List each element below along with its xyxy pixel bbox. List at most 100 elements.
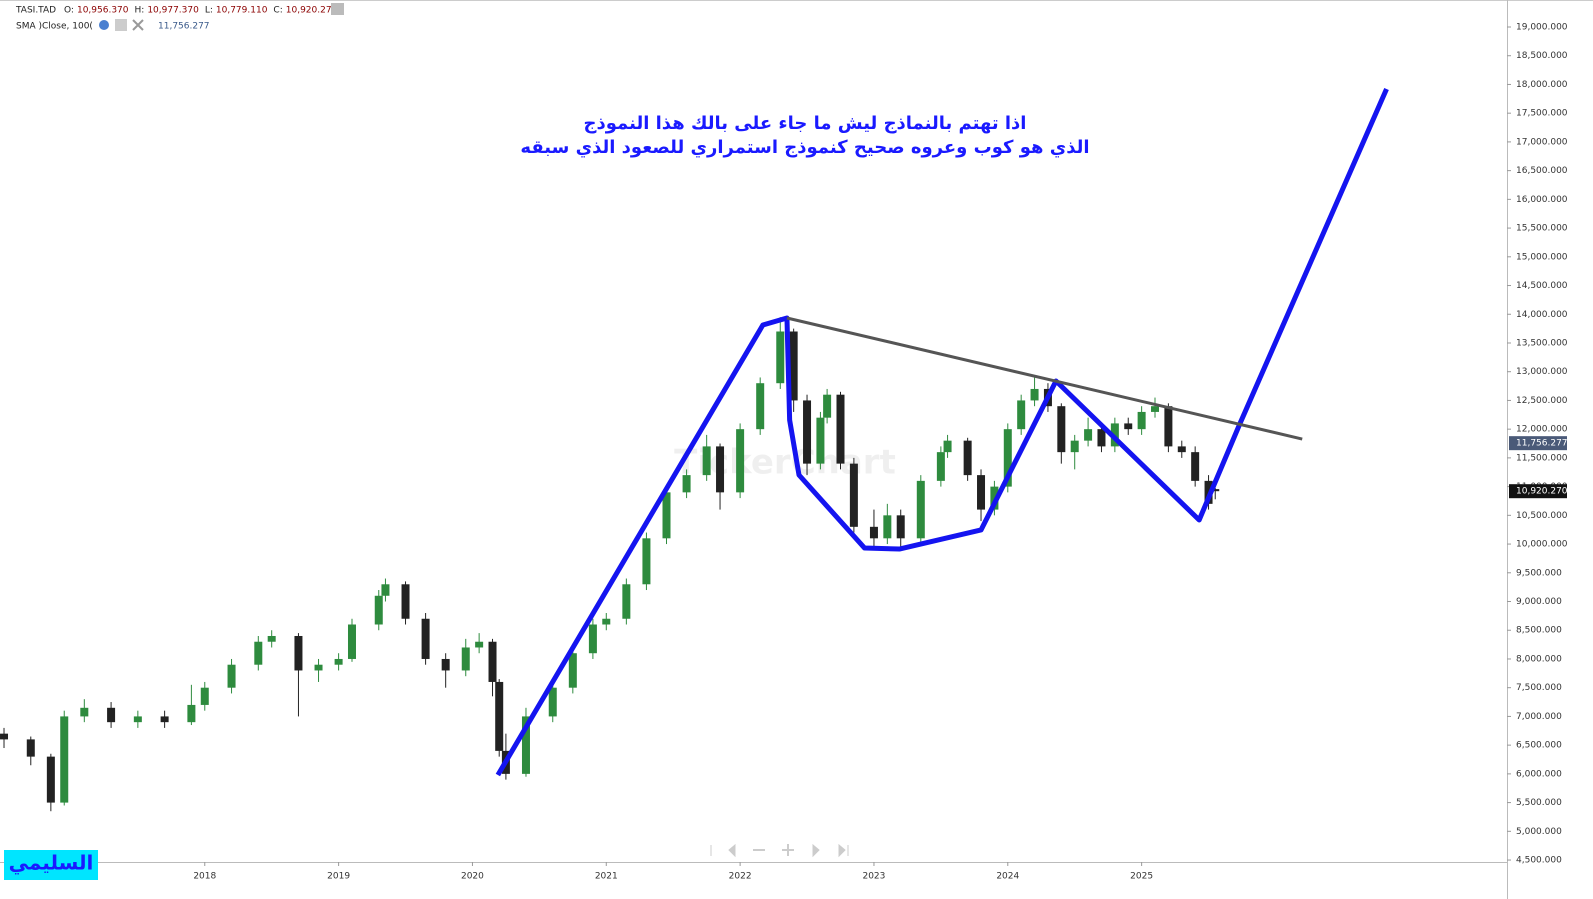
candle-body bbox=[602, 618, 611, 625]
candle-body bbox=[1057, 406, 1066, 453]
candle-body bbox=[1124, 423, 1133, 430]
y-tick-label: 14,000.000 bbox=[1516, 310, 1568, 320]
nav-next[interactable] bbox=[812, 843, 820, 858]
candle-body bbox=[849, 463, 858, 527]
price-tag bbox=[1509, 484, 1567, 499]
candle-body bbox=[936, 452, 945, 481]
candle-body bbox=[896, 515, 905, 539]
candle-body bbox=[401, 584, 410, 619]
y-tick-label: 7,000.000 bbox=[1516, 712, 1562, 722]
candle-body bbox=[1070, 440, 1079, 453]
candle-body bbox=[461, 647, 470, 671]
ohlc-value: 10,956.370 bbox=[77, 6, 129, 16]
y-tick-label: 16,500.000 bbox=[1516, 166, 1568, 176]
ohlc-key: C: bbox=[273, 6, 282, 16]
x-tick-label: 2025 bbox=[1130, 872, 1153, 882]
candle-body bbox=[789, 331, 798, 401]
candle-body bbox=[662, 492, 671, 539]
candle-body bbox=[776, 331, 785, 384]
y-tick-label: 17,000.000 bbox=[1516, 137, 1568, 147]
candle-body bbox=[187, 704, 196, 723]
ohlc-value: 10,977.370 bbox=[147, 6, 199, 16]
candle-body bbox=[254, 641, 263, 665]
candle-body bbox=[622, 584, 631, 619]
candle-body bbox=[702, 446, 711, 476]
settings-icon[interactable] bbox=[115, 19, 127, 31]
y-tick-label: 16,000.000 bbox=[1516, 195, 1568, 205]
candle-body bbox=[1017, 400, 1026, 430]
nav-prev[interactable] bbox=[728, 843, 736, 858]
y-tick-label: 8,500.000 bbox=[1516, 626, 1562, 636]
price-tag-label: 10,920.270 bbox=[1516, 487, 1568, 497]
annotation: الذي هو كوب وعروه صحيح كنموذج استمراري ل… bbox=[520, 137, 1089, 158]
candle-body bbox=[963, 440, 972, 476]
candle-body bbox=[816, 417, 825, 464]
y-tick-label: 6,000.000 bbox=[1516, 769, 1562, 779]
nav-end[interactable] bbox=[838, 843, 849, 858]
y-tick-label: 9,500.000 bbox=[1516, 568, 1562, 578]
candle-body bbox=[836, 394, 845, 464]
remove-icon[interactable] bbox=[132, 19, 144, 31]
nav-zoom-in[interactable] bbox=[782, 844, 794, 856]
y-tick-label: 6,500.000 bbox=[1516, 741, 1562, 751]
candle-body bbox=[441, 658, 450, 671]
x-tick-label: 2021 bbox=[595, 872, 618, 882]
candle-body bbox=[943, 440, 952, 453]
candle-body bbox=[80, 707, 89, 717]
candle-body bbox=[756, 383, 765, 430]
ohlc-key: O: bbox=[64, 6, 74, 16]
candle-body bbox=[916, 480, 925, 539]
x-tick-label: 2020 bbox=[461, 872, 484, 882]
nav-controls bbox=[710, 843, 849, 858]
candle-body bbox=[60, 716, 69, 803]
candle-body bbox=[883, 515, 892, 539]
ohlc-key: L: bbox=[205, 6, 213, 16]
legend-menu[interactable] bbox=[331, 3, 344, 15]
y-tick-label: 15,000.000 bbox=[1516, 252, 1568, 262]
candle-body bbox=[642, 538, 651, 585]
candle-body bbox=[0, 733, 9, 740]
plot-area bbox=[0, 87, 1389, 812]
y-tick-label: 10,000.000 bbox=[1516, 540, 1568, 550]
y-tick-label: 7,500.000 bbox=[1516, 683, 1562, 693]
candle-body bbox=[334, 658, 343, 665]
candle-body bbox=[568, 653, 577, 688]
ohlc-value: 10,779.110 bbox=[216, 6, 268, 16]
y-tick-label: 19,000.000 bbox=[1516, 23, 1568, 33]
y-tick-label: 17,500.000 bbox=[1516, 109, 1568, 119]
candle-body bbox=[314, 664, 323, 671]
x-tick-label: 2018 bbox=[193, 872, 216, 882]
y-tick-label: 5,000.000 bbox=[1516, 827, 1562, 837]
ohlc-value: 10,920.270 bbox=[286, 6, 338, 16]
x-tick-label: 2024 bbox=[996, 872, 1019, 882]
candle-body bbox=[475, 641, 484, 648]
y-tick-label: 10,500.000 bbox=[1516, 511, 1568, 521]
indicator-value: 11,756.277 bbox=[158, 22, 210, 32]
indicator: SMA )Close, 100( bbox=[16, 22, 93, 32]
candle-body bbox=[46, 756, 55, 803]
candle-body bbox=[488, 641, 497, 682]
candle-body bbox=[294, 635, 303, 671]
drawing-line bbox=[495, 87, 1389, 777]
candle-body bbox=[1003, 429, 1012, 487]
candle-body bbox=[1084, 429, 1093, 441]
candle-body bbox=[1030, 388, 1039, 401]
candle-body bbox=[682, 475, 691, 493]
watermark: TickerChart bbox=[674, 443, 896, 483]
candle-body bbox=[588, 624, 597, 654]
y-tick-label: 14,500.000 bbox=[1516, 281, 1568, 291]
signature-box bbox=[4, 850, 98, 880]
candle-body bbox=[736, 429, 745, 493]
ohlc-legend: O: 10,956.370 H: 10,977.370 L: 10,779.110 C: 10… bbox=[64, 6, 338, 16]
y-tick-label: 9,000.000 bbox=[1516, 597, 1562, 607]
candle-body bbox=[823, 394, 832, 418]
candle-body bbox=[421, 618, 430, 659]
candle-body bbox=[1191, 452, 1200, 481]
visibility-icon[interactable] bbox=[99, 20, 109, 30]
y-tick-label: 4,500.000 bbox=[1516, 856, 1562, 866]
y-tick-label: 15,500.000 bbox=[1516, 224, 1568, 234]
candle-body bbox=[548, 687, 557, 717]
y-tick-label: 13,500.000 bbox=[1516, 338, 1568, 348]
x-tick-label: 2019 bbox=[327, 872, 350, 882]
